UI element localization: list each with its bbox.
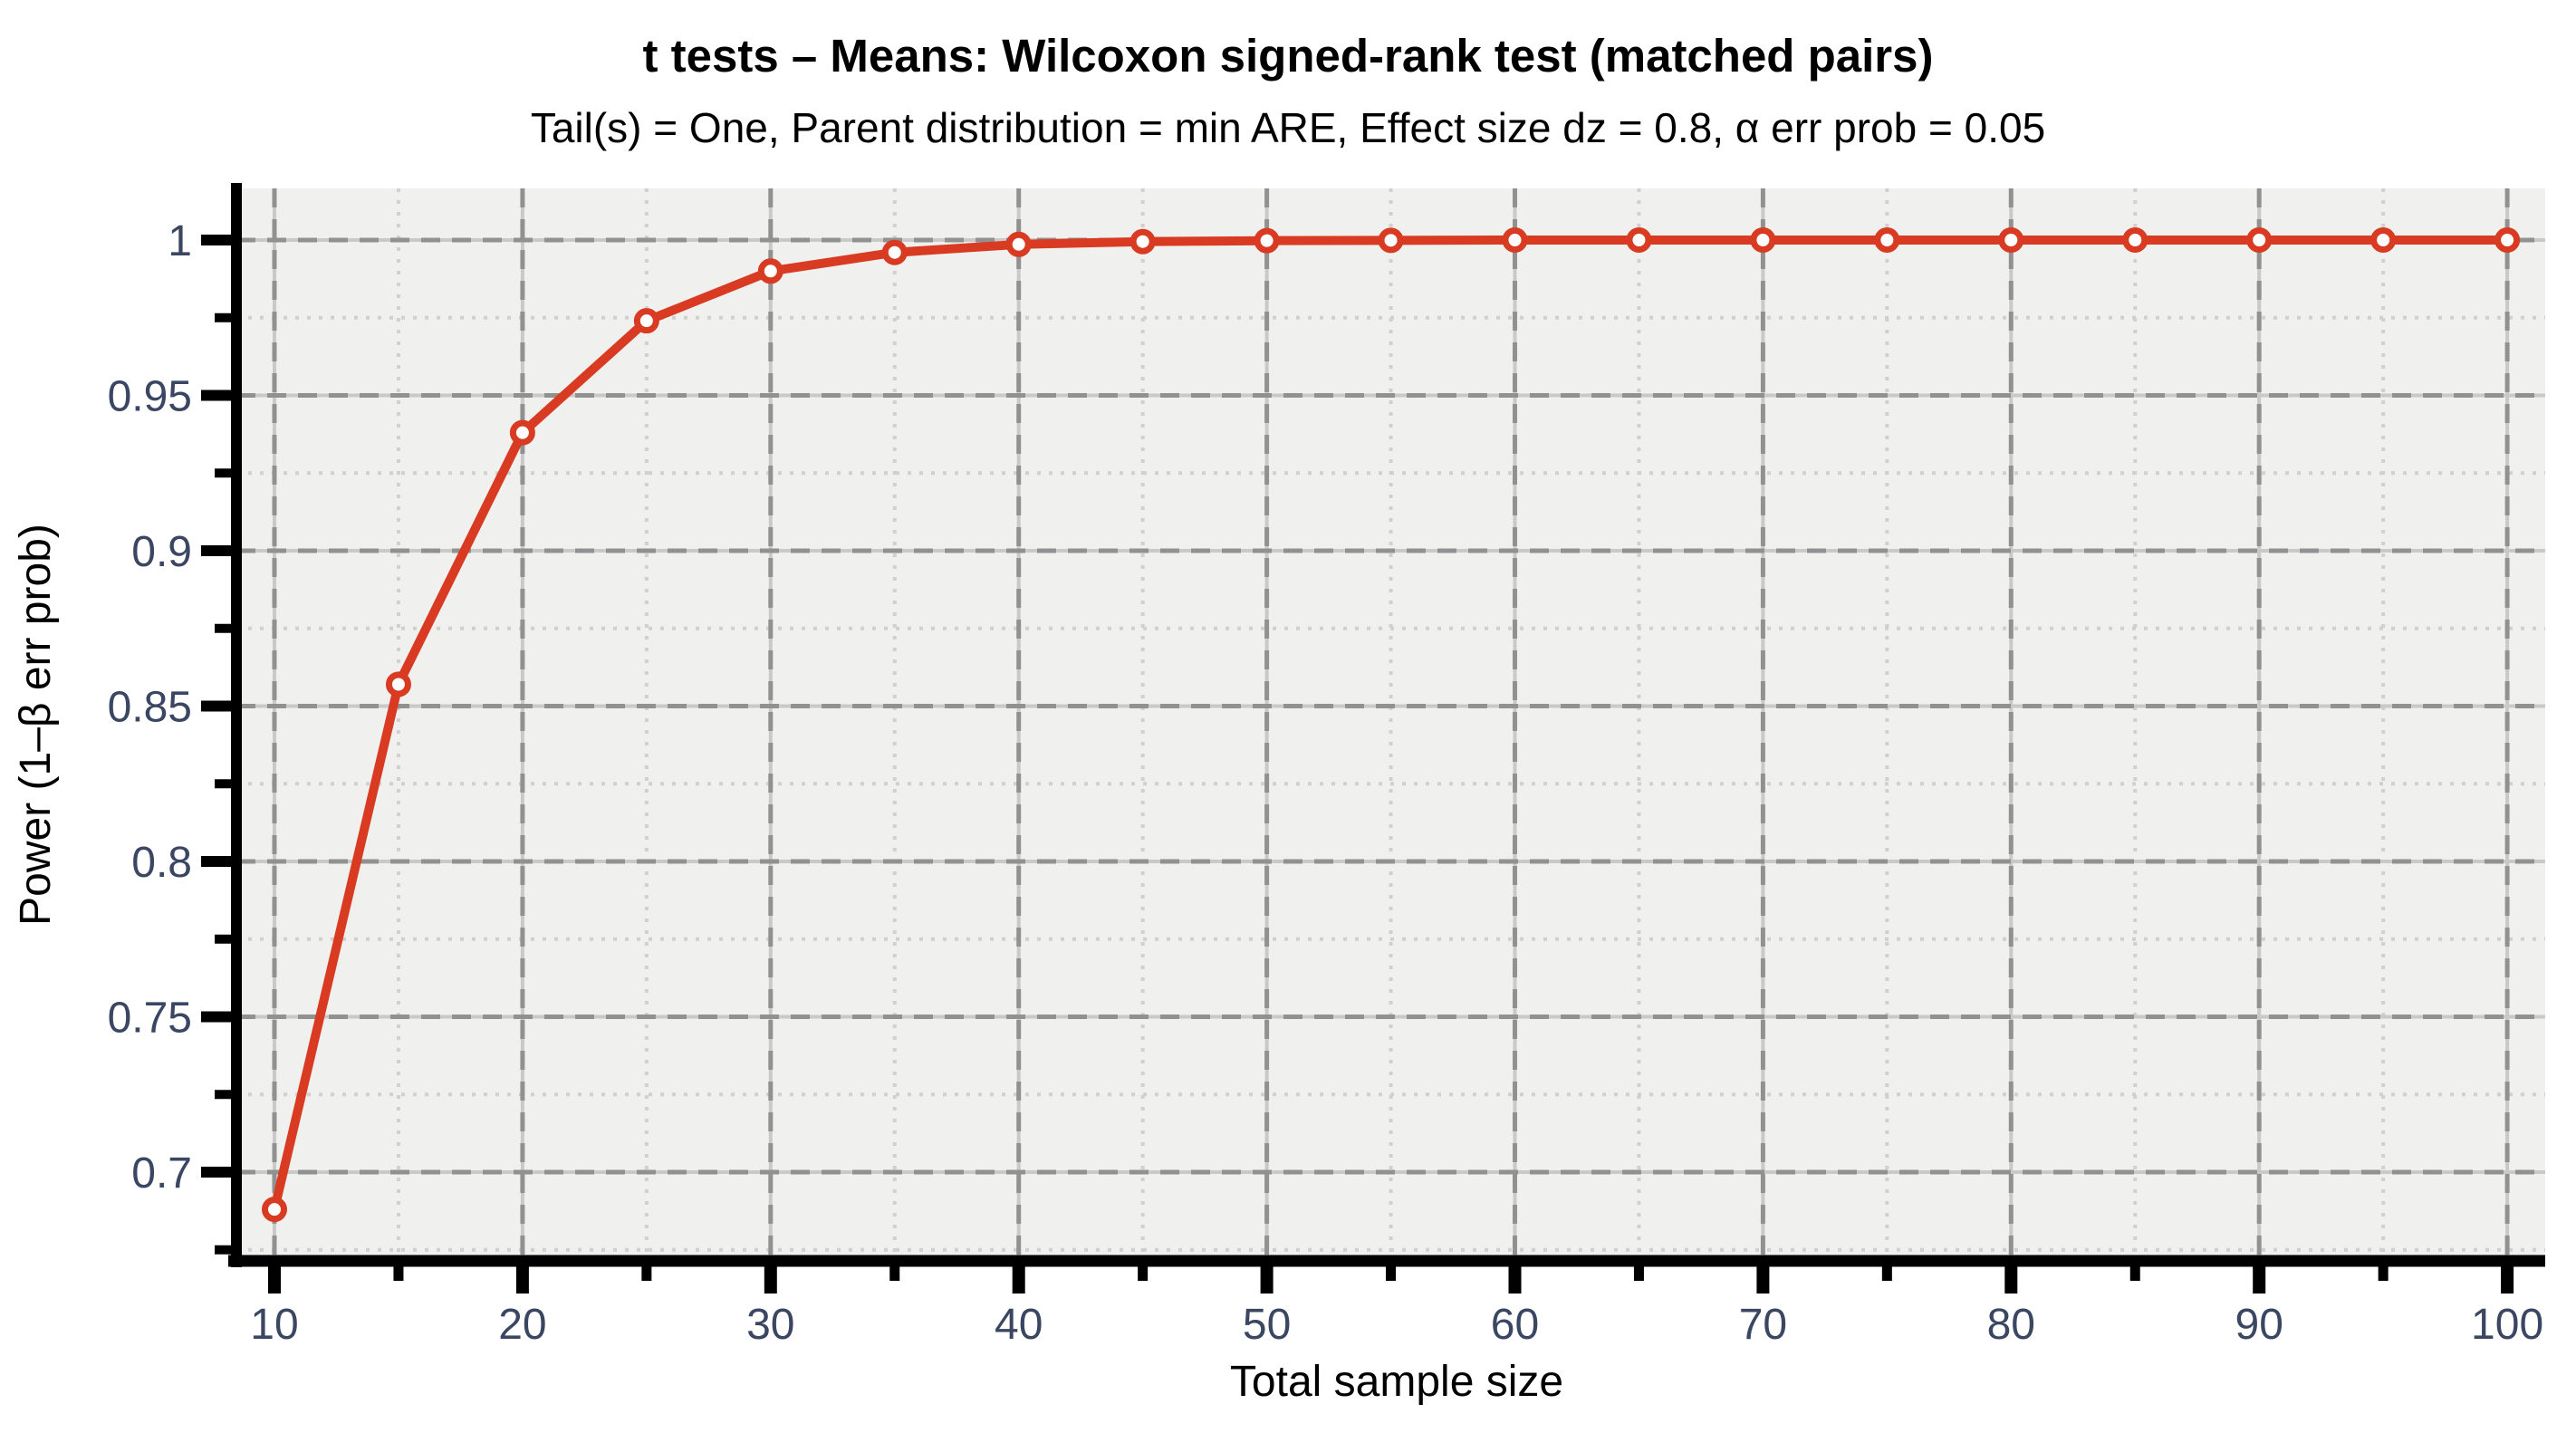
x-tick-label: 50 xyxy=(1243,1301,1291,1349)
data-point-marker xyxy=(1129,228,1156,255)
y-tick-label: 0.85 xyxy=(108,684,192,732)
y-tick-label: 1 xyxy=(168,217,192,265)
data-point-marker xyxy=(2246,227,2273,253)
y-tick-label: 0.9 xyxy=(131,528,192,576)
y-tick-label: 0.75 xyxy=(108,995,192,1043)
axis-ticks xyxy=(201,235,2514,1294)
data-point-marker xyxy=(1750,227,1776,253)
x-tick-label: 80 xyxy=(1987,1301,2035,1349)
data-point-marker xyxy=(1998,227,2024,253)
data-point-marker xyxy=(385,671,411,697)
data-point-marker xyxy=(1502,227,1528,253)
data-point-marker xyxy=(633,308,659,334)
data-point-marker xyxy=(2494,227,2521,253)
y-axis-label: Power (1–β err prob) xyxy=(12,524,60,926)
y-tick-label: 0.95 xyxy=(108,373,192,421)
data-point-marker xyxy=(881,239,908,265)
data-point-marker xyxy=(1626,227,1652,253)
data-point-marker xyxy=(2122,227,2148,253)
x-tick-label: 10 xyxy=(250,1301,298,1349)
gridlines-minor xyxy=(236,188,2545,1260)
data-point-marker xyxy=(1874,227,1900,253)
chart-title: t tests – Means: Wilcoxon signed-rank te… xyxy=(642,30,1933,82)
power-curve-group xyxy=(262,227,2521,1223)
data-point-marker xyxy=(2370,227,2397,253)
x-tick-label: 100 xyxy=(2471,1301,2543,1349)
data-point-marker xyxy=(509,419,535,446)
x-axis-label: Total sample size xyxy=(1230,1358,1563,1406)
data-point-marker xyxy=(1254,227,1280,254)
x-tick-label: 90 xyxy=(2235,1301,2283,1349)
x-tick-label: 70 xyxy=(1739,1301,1787,1349)
x-tick-label: 40 xyxy=(995,1301,1043,1349)
tick-labels: 1 0.95 0.9 0.85 0.8 0.75 0.7 10 20 30 40 50 60 70 80 90… xyxy=(108,217,2544,1349)
chart-subtitle: Tail(s) = One, Parent distribution = min… xyxy=(531,104,2045,151)
x-tick-label: 30 xyxy=(746,1301,794,1349)
gridlines-major xyxy=(236,188,2545,1260)
data-point-marker xyxy=(262,1197,287,1223)
plot-area xyxy=(236,188,2545,1260)
data-point-marker xyxy=(1378,227,1404,254)
data-point-marker xyxy=(757,258,783,284)
y-tick-label: 0.7 xyxy=(131,1149,192,1197)
data-point-marker xyxy=(1005,231,1032,257)
x-tick-label: 20 xyxy=(498,1301,546,1349)
y-tick-label: 0.8 xyxy=(131,839,192,887)
x-tick-label: 60 xyxy=(1491,1301,1539,1349)
